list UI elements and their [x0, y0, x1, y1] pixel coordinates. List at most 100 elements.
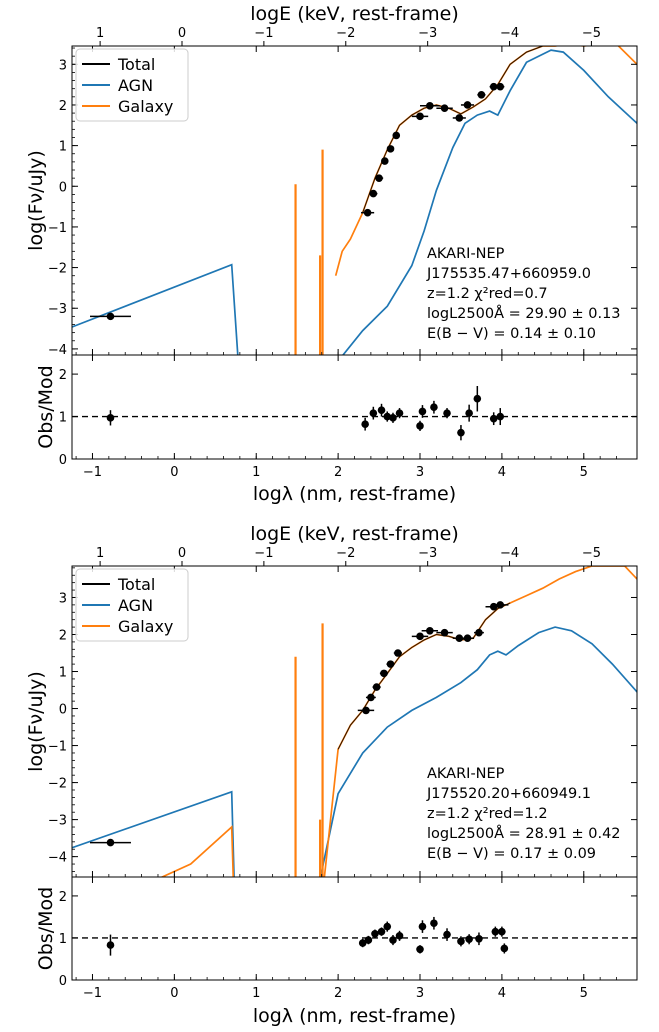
ratio-point — [389, 936, 397, 944]
data-point — [106, 312, 115, 321]
x-tick-label: 1 — [252, 465, 260, 480]
top-axis-title: logE (keV, rest-frame) — [250, 3, 459, 25]
x-tick-label: −1 — [83, 465, 102, 480]
data-point — [440, 104, 449, 113]
ratio-point — [377, 927, 386, 936]
annotation-line: z=1.2 χ²red=0.7 — [427, 286, 548, 302]
top-tick-label: 0 — [178, 546, 186, 561]
ratio-point — [418, 407, 427, 416]
ratio-point — [395, 932, 404, 940]
total-series-line — [362, 46, 556, 213]
legend-label: Galaxy — [118, 617, 173, 636]
y-tick-label: 2 — [59, 628, 67, 643]
top-tick-label: −2 — [336, 26, 355, 41]
ratio-y-axis-title: Obs/Mod — [35, 887, 57, 970]
agn-series-line — [72, 626, 637, 877]
annotation-line: J175535.47+660959.0 — [426, 266, 591, 282]
annotation-line: E(B − V) = 0.17 ± 0.09 — [427, 846, 596, 862]
x-tick-label: 5 — [580, 986, 588, 1001]
ratio-point — [457, 428, 465, 437]
top-tick-label: −2 — [336, 546, 355, 561]
y-tick-label: −1 — [48, 221, 67, 236]
data-point — [477, 90, 486, 99]
ratio-y-tick-label: 2 — [59, 368, 67, 383]
data-point — [489, 602, 498, 611]
annotation-line: AKARI-NEP — [427, 766, 505, 782]
legend-box — [75, 48, 189, 122]
data-point — [372, 683, 381, 691]
y-tick-label: 0 — [59, 703, 67, 718]
annotation-line: logL2500Å = 29.90 ± 0.13 — [427, 305, 621, 322]
main-plot-area — [72, 46, 637, 355]
data-point — [475, 628, 483, 637]
data-point — [106, 838, 115, 847]
y-axis-title: log(Fν/uJy) — [25, 150, 47, 251]
data-point — [367, 693, 375, 702]
data-point — [394, 649, 402, 657]
top-tick-label: −3 — [418, 26, 437, 41]
ratio-plot-area — [72, 385, 637, 441]
ratio-point — [383, 412, 392, 421]
ratio-point — [371, 929, 379, 938]
ratio-point — [473, 394, 482, 403]
ratio-point — [500, 944, 509, 953]
y-tick-label: −3 — [48, 302, 67, 317]
ratio-point — [491, 927, 500, 936]
ratio-point — [358, 939, 367, 947]
ratio-point — [106, 414, 115, 422]
legend-label: AGN — [118, 596, 153, 615]
data-point — [363, 208, 372, 217]
ratio-y-axis-title: Obs/Mod — [35, 365, 57, 448]
ratio-point — [465, 935, 473, 944]
data-point — [496, 601, 505, 609]
y-tick-label: −4 — [48, 851, 67, 866]
ratio-axes-frame — [71, 354, 638, 460]
ratio-point — [443, 409, 451, 417]
data-point — [369, 189, 378, 198]
data-point — [416, 112, 424, 121]
x-tick-label: 3 — [416, 986, 424, 1001]
legend: Total AGN Galaxy — [75, 568, 189, 642]
ratio-point — [369, 409, 378, 417]
ratio-point — [364, 936, 373, 944]
x-tick-label: 1 — [252, 986, 260, 1001]
y-tick-label: 3 — [59, 58, 67, 73]
annotation-line: z=1.2 χ²red=1.2 — [427, 806, 548, 822]
chart-panel-1: −1 0 1 2 3 4 5 1 0 −1 −2 −3 −4 −5 logE (keV, rest-fram… — [25, 3, 638, 505]
y-tick-label: 1 — [59, 140, 67, 155]
ratio-point — [389, 414, 397, 422]
x-axis-title: logλ (nm, rest-frame) — [253, 483, 456, 505]
total-series-line — [337, 602, 511, 750]
chart-panel-2: −1 0 1 2 3 4 5 1 0 −1 −2 −3 −4 −5 logE (keV, rest-fram… — [25, 523, 638, 1027]
x-axis-title: logλ (nm, rest-frame) — [253, 1005, 456, 1027]
data-point — [375, 174, 383, 182]
ratio-y-tick-label: 0 — [59, 453, 67, 468]
ratio-point — [416, 422, 424, 430]
data-point — [386, 145, 395, 153]
ratio-plot-area — [72, 916, 637, 956]
legend-label: Galaxy — [118, 97, 173, 116]
y-tick-label: −1 — [48, 740, 67, 755]
data-point — [426, 626, 434, 635]
data-point — [440, 628, 449, 637]
y-tick-label: 0 — [59, 180, 67, 195]
top-tick-label: −1 — [254, 26, 273, 41]
top-tick-label: −3 — [418, 546, 437, 561]
y-tick-label: −2 — [48, 777, 67, 792]
x-tick-label: 3 — [416, 465, 424, 480]
x-tick-label: 5 — [580, 465, 588, 480]
ratio-point — [377, 406, 386, 414]
top-tick-label: −1 — [254, 546, 273, 561]
data-point — [455, 114, 464, 122]
legend-box — [75, 568, 189, 642]
ratio-point — [418, 922, 427, 931]
ratio-point — [498, 927, 506, 936]
ratio-point — [416, 945, 424, 954]
top-tick-label: −4 — [500, 546, 519, 561]
x-tick-label: 0 — [170, 986, 178, 1001]
ratio-y-tick-label: 0 — [59, 974, 67, 989]
data-point — [380, 669, 388, 678]
y-tick-label: −2 — [48, 262, 67, 277]
ratio-point — [106, 941, 115, 949]
